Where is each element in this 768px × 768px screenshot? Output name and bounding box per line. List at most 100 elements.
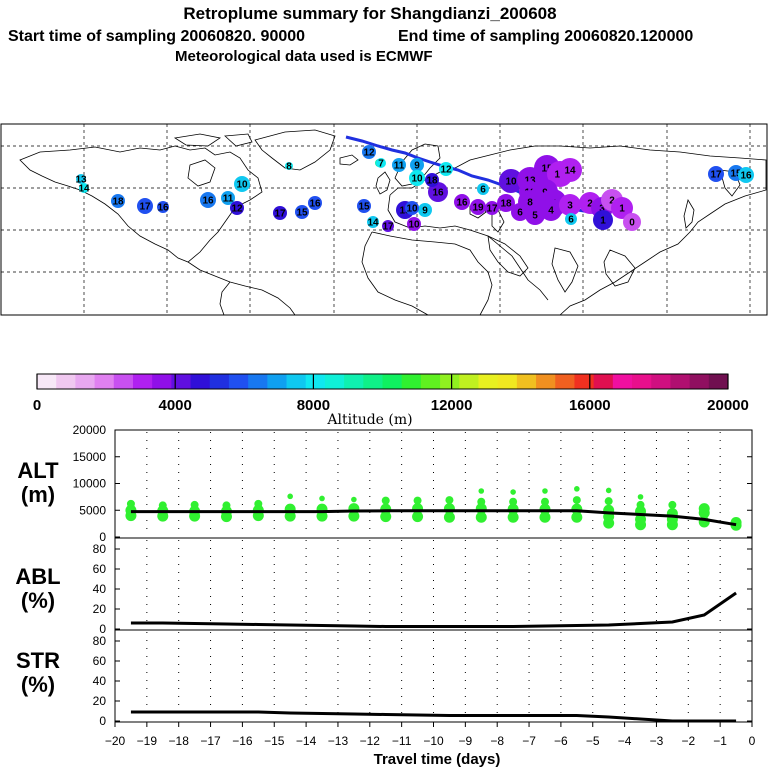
coastlines	[19, 129, 767, 316]
plume-cluster: 9	[410, 158, 424, 172]
plume-cluster-marker	[230, 201, 244, 215]
alt-scatter-point	[540, 497, 549, 506]
x-tick-label: −13	[328, 734, 349, 748]
colorbar-cell	[459, 374, 479, 389]
plume-cluster: 16	[428, 182, 448, 202]
plume-cluster-label: 15	[541, 164, 553, 175]
x-tick-label: −5	[586, 734, 600, 748]
alt-mean-line	[130, 509, 737, 527]
alt-scatter-point	[412, 503, 424, 515]
plume-cluster-marker	[559, 194, 581, 216]
y-tick-label: 80	[93, 542, 107, 556]
colorbar-cell	[37, 374, 57, 389]
alt-scatter-point	[222, 501, 231, 510]
colorbar-cell	[382, 374, 403, 389]
plume-cluster: 11	[392, 158, 406, 172]
plume-cluster-label: 6	[480, 185, 486, 196]
x-tick-label: −19	[137, 734, 158, 748]
alt-panel-title: ALT	[17, 458, 59, 483]
met-data-label: Meteorological data used is ECMWF	[175, 48, 433, 65]
plume-cluster: 9	[418, 203, 432, 217]
colorbar-cell	[248, 374, 268, 389]
x-tick-label: −11	[392, 734, 412, 748]
alt-scatter-point	[412, 511, 424, 523]
plume-cluster-label: 10	[408, 220, 420, 231]
plume-cluster-marker	[428, 182, 448, 202]
y-tick-label: 80	[93, 634, 107, 648]
x-tick-label: −1	[713, 734, 727, 748]
alt-scatter-point	[571, 511, 583, 523]
x-tick-label: −20	[105, 734, 126, 748]
plume-cluster: 8	[285, 162, 293, 173]
plume-cluster-label: 16	[456, 198, 468, 209]
plume-cluster: 10	[234, 176, 250, 192]
alt-scatter-point	[604, 497, 613, 506]
colorbar-tick-label: 4000	[159, 397, 192, 414]
alt-scatter-point	[605, 487, 612, 494]
colorbar-cell	[420, 374, 441, 389]
x-tick-label: −6	[554, 734, 568, 748]
plume-cluster: 17	[708, 166, 724, 182]
y-tick-label: 0	[99, 714, 106, 728]
abl-y-ticks: 80 60 40 20 0	[93, 540, 752, 636]
plume-cluster: 13	[75, 174, 87, 186]
plume-cluster: 16	[200, 192, 216, 208]
x-tick-label: −12	[360, 734, 381, 748]
plume-cluster-label: 19	[472, 203, 484, 214]
alt-scatter-point	[351, 496, 357, 503]
colorbar-tick-label: 8000	[297, 397, 330, 414]
alt-scatter-point	[507, 511, 519, 523]
x-tick-label: −18	[169, 734, 190, 748]
colorbar-cell	[593, 374, 614, 389]
alt-scatter-point	[637, 494, 644, 500]
plume-cluster-marker	[454, 194, 470, 210]
plume-cluster-label: 9	[414, 161, 420, 172]
plume-cluster: 18	[425, 173, 439, 187]
colorbar-cell	[497, 374, 518, 389]
plume-cluster-label: 17	[382, 222, 394, 233]
colorbar-cell	[228, 374, 249, 389]
plume-cluster-label: 15	[296, 208, 308, 219]
x-axis-ticks: −20 −19 −18 −17 −16 −15 −14 −13 −12 −11 −10 −9 −8 −7−…	[105, 722, 756, 748]
plume-cluster-marker	[76, 174, 86, 184]
colorbar-cell	[478, 374, 499, 389]
plume-cluster-marker	[357, 199, 371, 213]
plume-cluster: 16	[454, 194, 470, 210]
alt-scatter-point	[478, 488, 485, 494]
plume-cluster-label: 2	[587, 199, 593, 210]
plume-cluster-marker	[611, 197, 633, 219]
x-tick-label: −4	[618, 734, 632, 748]
plume-cluster-label: 8	[527, 198, 533, 209]
alt-scatter-point	[574, 486, 580, 492]
alt-scatter-point	[475, 511, 487, 523]
colorbar-tick-label: 16000	[569, 397, 611, 414]
colorbar-tick-label: 20000	[707, 397, 749, 414]
colorbar-cells	[37, 374, 729, 389]
colorbar-cell	[152, 374, 172, 389]
figure-title: Retroplume summary for Shangdianzi_20060…	[183, 4, 556, 23]
plume-cluster-label: 6	[568, 215, 574, 226]
plume-cluster-label: 11	[223, 194, 234, 205]
colorbar-cell	[94, 374, 115, 389]
plume-cluster-label: 15	[730, 169, 742, 180]
plume-cluster-label: 16	[202, 196, 214, 207]
colorbar-cell	[555, 374, 575, 389]
plume-cluster: 15	[295, 205, 309, 219]
plume-cluster: 18	[497, 194, 515, 212]
plume-cluster-marker	[418, 203, 432, 217]
plume-cluster-marker	[593, 210, 613, 230]
plume-cluster-marker	[708, 166, 724, 182]
plume-cluster-label: 8	[286, 162, 292, 173]
colorbar-cell	[132, 374, 153, 389]
plume-cluster: 19	[470, 199, 486, 215]
alt-mean-line-path	[130, 509, 737, 527]
plume-cluster: 16	[157, 201, 169, 214]
plume-cluster: 3	[559, 194, 581, 216]
plume-cluster-marker	[477, 183, 489, 195]
alt-scatter-point	[158, 501, 167, 510]
plume-cluster: 10	[405, 201, 419, 215]
y-tick-label: 60	[93, 654, 107, 668]
y-tick-label: 20	[93, 602, 107, 616]
plume-cluster: 14	[367, 216, 379, 229]
alt-scatter-point	[190, 500, 199, 509]
